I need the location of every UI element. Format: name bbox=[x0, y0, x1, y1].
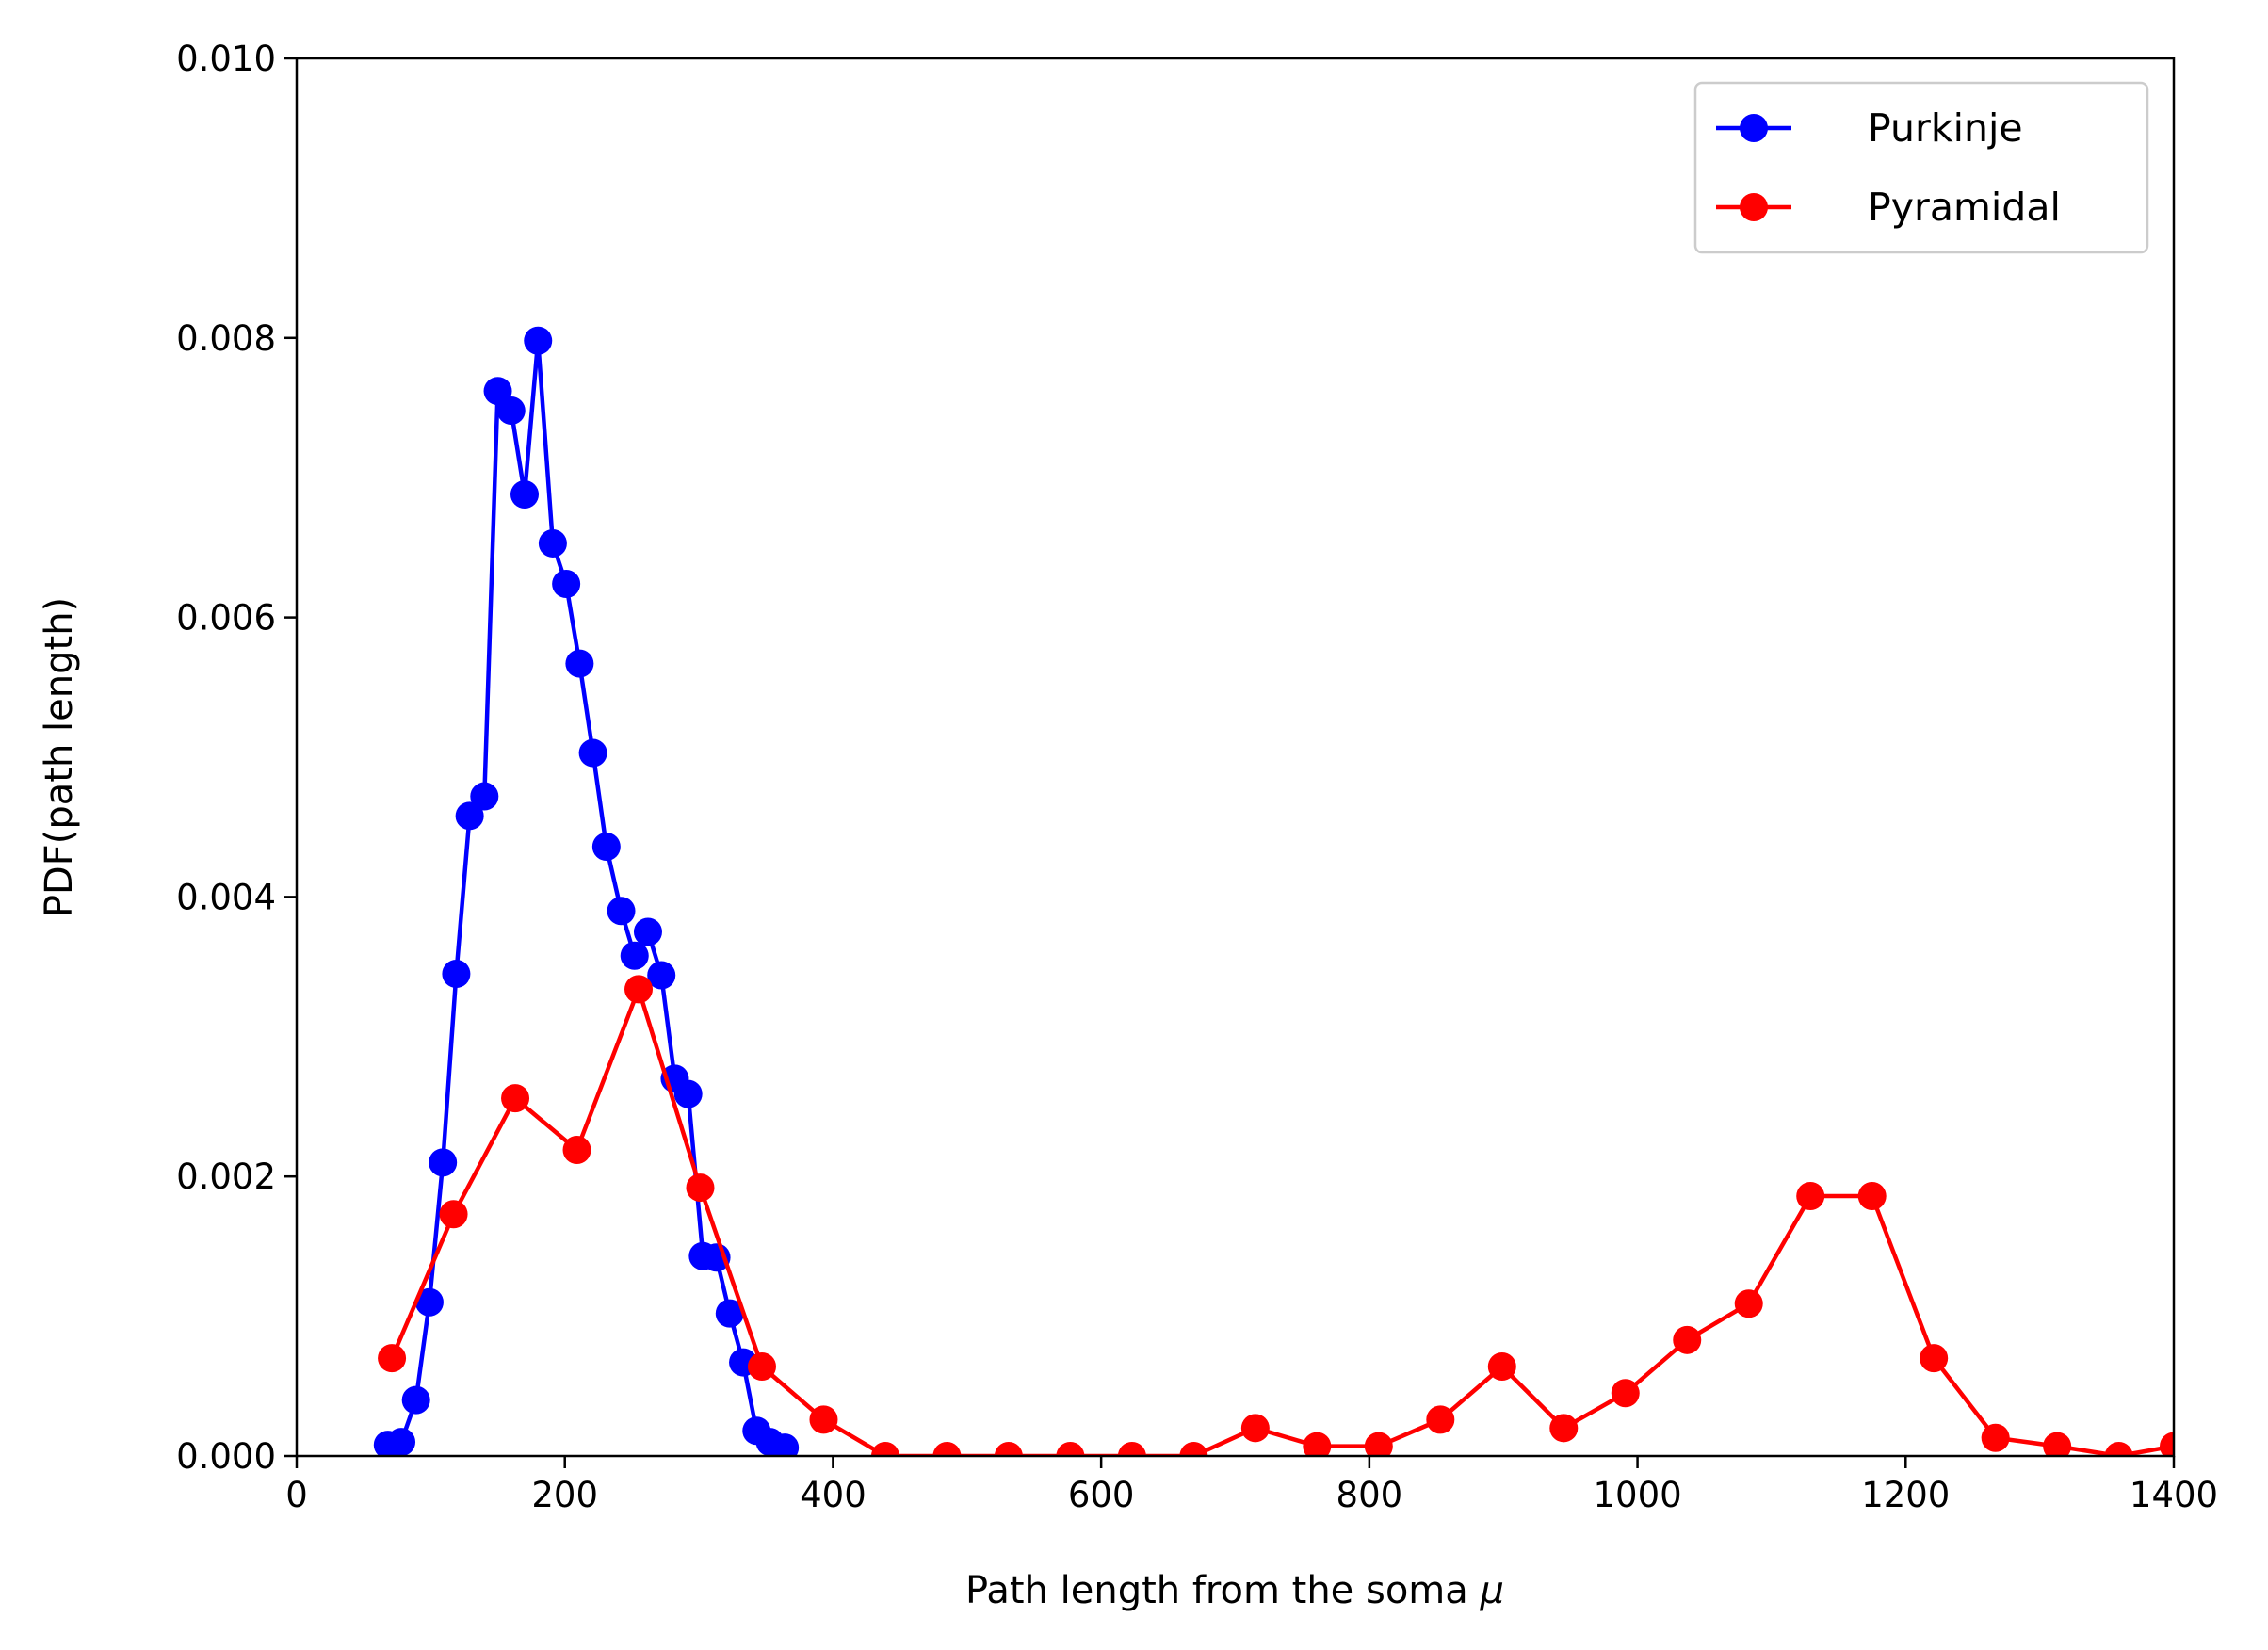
series-pyramidal bbox=[378, 975, 2174, 1456]
data-point-purkinje bbox=[496, 396, 526, 425]
x-tick-label: 1400 bbox=[2130, 1475, 2218, 1515]
data-point-purkinje bbox=[524, 326, 553, 355]
data-point-purkinje bbox=[565, 649, 594, 678]
data-point-pyramidal bbox=[686, 1173, 715, 1203]
y-tick-label: 0.004 bbox=[176, 877, 276, 917]
legend: Purkinje Pyramidal bbox=[1693, 81, 2149, 254]
x-axis-label-symbol: μ bbox=[1480, 1569, 1504, 1612]
data-point-pyramidal bbox=[1179, 1442, 1208, 1456]
data-point-pyramidal bbox=[378, 1344, 407, 1373]
data-point-pyramidal bbox=[501, 1084, 530, 1113]
x-tick-label: 200 bbox=[531, 1475, 598, 1515]
data-point-pyramidal bbox=[2043, 1432, 2072, 1456]
data-point-pyramidal bbox=[562, 1136, 591, 1165]
y-tick-label: 0.008 bbox=[176, 318, 276, 359]
series-layer bbox=[373, 326, 2174, 1456]
data-point-pyramidal bbox=[1240, 1414, 1270, 1443]
x-axis-label-text: Path length from the soma bbox=[965, 1569, 1480, 1612]
data-point-pyramidal bbox=[1920, 1344, 1949, 1373]
data-point-purkinje bbox=[591, 832, 621, 861]
data-point-pyramidal bbox=[1796, 1181, 1825, 1210]
data-point-purkinje bbox=[647, 961, 676, 990]
data-point-pyramidal bbox=[1364, 1432, 1393, 1456]
data-point-purkinje bbox=[633, 917, 662, 946]
x-tick-label: 600 bbox=[1068, 1475, 1135, 1515]
data-point-purkinje bbox=[442, 960, 471, 989]
data-point-pyramidal bbox=[1426, 1405, 1455, 1434]
legend-marker-pyramidal bbox=[1740, 193, 1768, 221]
x-tick-label: 1200 bbox=[1861, 1475, 1950, 1515]
data-point-purkinje bbox=[401, 1385, 430, 1415]
data-point-pyramidal bbox=[1487, 1352, 1516, 1382]
data-point-pyramidal bbox=[1611, 1379, 1640, 1408]
data-point-purkinje bbox=[673, 1079, 703, 1108]
x-tick-label: 0 bbox=[285, 1475, 308, 1515]
data-point-pyramidal bbox=[809, 1405, 838, 1434]
data-point-purkinje bbox=[715, 1299, 744, 1328]
data-point-purkinje bbox=[607, 897, 636, 926]
data-point-pyramidal bbox=[2104, 1442, 2133, 1456]
data-point-purkinje bbox=[387, 1428, 416, 1456]
x-tick-label: 1000 bbox=[1593, 1475, 1681, 1515]
data-point-purkinje bbox=[414, 1287, 444, 1317]
data-point-pyramidal bbox=[870, 1442, 899, 1456]
data-point-pyramidal bbox=[1549, 1414, 1579, 1443]
data-point-purkinje bbox=[510, 480, 540, 510]
legend-label-pyramidal: Pyramidal bbox=[1868, 185, 2061, 230]
y-tick-label: 0.010 bbox=[176, 39, 276, 79]
x-tick-label: 400 bbox=[800, 1475, 867, 1515]
tick-layer: 0 200 400 600 800 1000 1200 1400 0.000 0.002 0.004… bbox=[176, 39, 2218, 1515]
data-point-pyramidal bbox=[1056, 1442, 1085, 1456]
data-point-pyramidal bbox=[439, 1200, 468, 1229]
y-axis-label: PDF(path length) bbox=[38, 597, 81, 917]
data-point-pyramidal bbox=[994, 1442, 1023, 1456]
y-tick-label: 0.006 bbox=[176, 598, 276, 639]
data-point-pyramidal bbox=[1303, 1432, 1332, 1456]
data-point-purkinje bbox=[455, 801, 484, 831]
plot-frame bbox=[295, 57, 2176, 1458]
legend-marker-purkinje bbox=[1740, 114, 1768, 142]
data-point-purkinje bbox=[552, 569, 581, 598]
data-point-pyramidal bbox=[747, 1352, 776, 1382]
data-point-purkinje bbox=[470, 782, 499, 811]
legend-box bbox=[1693, 81, 2149, 254]
series-purkinje bbox=[373, 326, 800, 1456]
data-point-purkinje bbox=[620, 941, 649, 970]
x-tick-label: 800 bbox=[1336, 1475, 1403, 1515]
x-axis-label: Path length from the soma μ bbox=[965, 1569, 1504, 1612]
data-point-purkinje bbox=[770, 1433, 800, 1456]
data-point-pyramidal bbox=[1673, 1325, 1702, 1354]
legend-label-purkinje: Purkinje bbox=[1868, 105, 2023, 151]
data-point-pyramidal bbox=[1117, 1442, 1146, 1456]
data-point-pyramidal bbox=[1734, 1289, 1763, 1318]
data-point-pyramidal bbox=[1981, 1423, 2010, 1452]
y-tick-label: 0.000 bbox=[176, 1436, 276, 1477]
data-point-purkinje bbox=[578, 738, 608, 768]
data-point-purkinje bbox=[429, 1148, 458, 1177]
data-point-pyramidal bbox=[624, 975, 654, 1004]
data-point-pyramidal bbox=[932, 1442, 962, 1456]
y-tick-label: 0.002 bbox=[176, 1157, 276, 1197]
data-point-pyramidal bbox=[1857, 1181, 1887, 1210]
series-line-pyramidal bbox=[390, 987, 2174, 1456]
data-point-purkinje bbox=[538, 528, 567, 558]
data-point-pyramidal bbox=[2160, 1432, 2174, 1456]
